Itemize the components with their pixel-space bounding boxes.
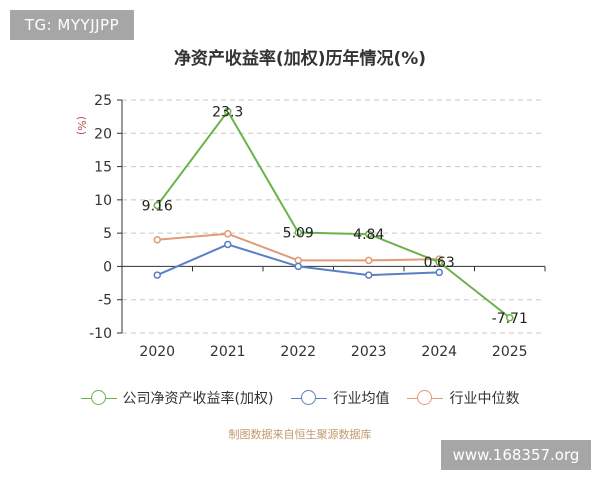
data-point-1 [224, 240, 232, 249]
data-point-2 [153, 236, 161, 244]
data-label: 0.63 [424, 255, 455, 271]
data-point-1 [294, 262, 302, 271]
data-label: 9.16 [142, 198, 173, 214]
tg-badge: TG: MYYJJPP [10, 10, 134, 40]
site-watermark: www.168357.org [441, 440, 591, 470]
y-tick-label: 10 [94, 193, 112, 209]
legend-marker-icon [291, 390, 328, 406]
x-tick-label: 2024 [421, 344, 457, 360]
data-point-0 [506, 314, 514, 322]
legend-label-industry-median: 行业中位数 [449, 391, 520, 407]
data-point-1 [365, 271, 373, 279]
data-label: 5.09 [283, 226, 314, 242]
x-tick-label: 2022 [280, 344, 316, 360]
data-point-1 [435, 268, 443, 277]
data-point-0 [153, 201, 161, 210]
y-tick-label: 15 [94, 160, 112, 176]
y-tick-label: 25 [94, 93, 112, 109]
data-point-1 [153, 271, 161, 279]
data-point-0 [294, 228, 302, 237]
x-tick-label: 2023 [351, 344, 387, 360]
series-line-0 [156, 110, 511, 319]
data-point-2 [294, 256, 302, 265]
legend-item-company[interactable]: 公司净资产收益率(加权) [80, 388, 274, 408]
data-label: -7.71 [492, 311, 528, 327]
y-tick-label: 0 [103, 259, 112, 275]
data-point-2 [365, 256, 373, 265]
x-tick-label: 2021 [210, 344, 246, 360]
y-tick-label: 5 [103, 226, 112, 242]
data-label: 23.3 [212, 104, 243, 120]
y-tick-label: -5 [98, 293, 112, 309]
data-point-0 [435, 258, 443, 266]
legend-marker-icon [80, 390, 117, 406]
y-axis-unit-label: (%) [75, 116, 88, 136]
x-tick-label: 2025 [492, 344, 528, 360]
legend-item-industry-median[interactable]: 行业中位数 [407, 388, 519, 408]
legend-item-industry-average[interactable]: 行业均值 [291, 388, 389, 408]
data-point-0 [224, 107, 232, 116]
data-point-0 [365, 230, 373, 238]
x-tick-label: 2020 [139, 344, 175, 360]
chart-title: 净资产收益率(加权)历年情况(%) [173, 49, 427, 69]
y-tick-label: -10 [89, 326, 112, 342]
legend-label-company: 公司净资产收益率(加权) [122, 391, 274, 407]
data-label: 4.84 [353, 227, 384, 243]
data-source-note: 制图数据来自恒生聚源数据库 [228, 428, 372, 441]
legend-label-industry-average: 行业均值 [333, 391, 390, 407]
chart-legend: 公司净资产收益率(加权) 行业均值 行业中位数 [0, 387, 600, 409]
legend-marker-icon [407, 390, 444, 406]
y-tick-label: 20 [94, 126, 112, 142]
data-point-2 [224, 230, 232, 238]
